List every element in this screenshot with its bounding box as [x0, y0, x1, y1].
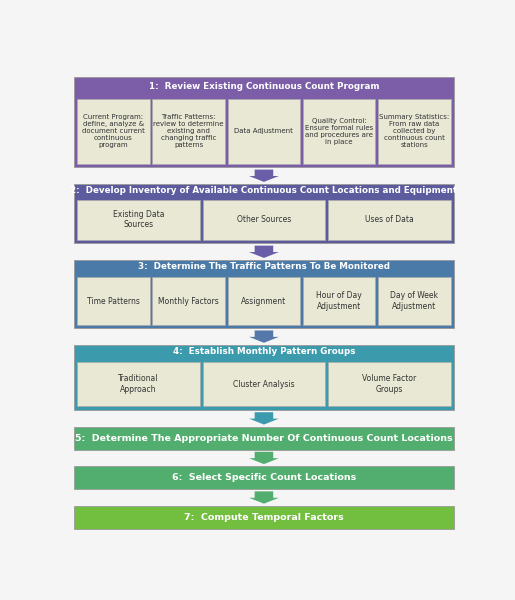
Text: Cluster Analysis: Cluster Analysis — [233, 380, 295, 389]
FancyBboxPatch shape — [378, 99, 451, 164]
FancyBboxPatch shape — [77, 362, 200, 406]
Text: 5:  Determine The Appropriate Number Of Continuous Count Locations: 5: Determine The Appropriate Number Of C… — [75, 434, 453, 443]
Text: 1:  Review Existing Continuous Count Program: 1: Review Existing Continuous Count Prog… — [149, 82, 379, 91]
Polygon shape — [249, 452, 279, 464]
Text: 3:  Determine The Traffic Patterns To Be Monitored: 3: Determine The Traffic Patterns To Be … — [138, 262, 390, 271]
Text: Other Sources: Other Sources — [237, 215, 291, 224]
FancyBboxPatch shape — [74, 466, 454, 489]
Polygon shape — [249, 412, 279, 425]
Text: Traffic Patterns:
review to determine
existing and
changing traffic
patterns: Traffic Patterns: review to determine ex… — [153, 115, 224, 148]
FancyBboxPatch shape — [152, 277, 225, 325]
FancyBboxPatch shape — [77, 99, 150, 164]
FancyBboxPatch shape — [77, 277, 150, 325]
Text: Existing Data
Sources: Existing Data Sources — [113, 210, 164, 229]
Polygon shape — [249, 491, 279, 503]
FancyBboxPatch shape — [74, 345, 454, 410]
Text: Monthly Factors: Monthly Factors — [158, 296, 219, 305]
Text: 4:  Establish Monthly Pattern Groups: 4: Establish Monthly Pattern Groups — [173, 347, 355, 356]
Text: Day of Week
Adjustment: Day of Week Adjustment — [390, 292, 438, 311]
FancyBboxPatch shape — [74, 506, 454, 529]
Text: 2:  Develop Inventory of Available Continuous Count Locations and Equipment: 2: Develop Inventory of Available Contin… — [71, 185, 457, 194]
Polygon shape — [249, 170, 279, 182]
Polygon shape — [249, 245, 279, 258]
FancyBboxPatch shape — [74, 77, 454, 167]
FancyBboxPatch shape — [328, 200, 451, 240]
Text: Hour of Day
Adjustment: Hour of Day Adjustment — [316, 292, 362, 311]
Text: Quality Control:
Ensure formal rules
and procedures are
in place: Quality Control: Ensure formal rules and… — [305, 118, 373, 145]
FancyBboxPatch shape — [77, 200, 200, 240]
FancyBboxPatch shape — [303, 99, 375, 164]
Text: Traditional
Approach: Traditional Approach — [118, 374, 159, 394]
FancyBboxPatch shape — [202, 200, 325, 240]
Text: 6:  Select Specific Count Locations: 6: Select Specific Count Locations — [172, 473, 356, 482]
FancyBboxPatch shape — [152, 99, 225, 164]
Text: Data Adjustment: Data Adjustment — [234, 128, 294, 134]
Text: Time Patterns: Time Patterns — [87, 296, 140, 305]
Text: Volume Factor
Groups: Volume Factor Groups — [362, 374, 417, 394]
FancyBboxPatch shape — [202, 362, 325, 406]
Text: Uses of Data: Uses of Data — [365, 215, 414, 224]
Text: Current Program:
define, analyze &
document current
continuous
program: Current Program: define, analyze & docum… — [82, 115, 145, 148]
Text: Summary Statistics:
From raw data
collected by
continuous count
stations: Summary Statistics: From raw data collec… — [380, 115, 450, 148]
FancyBboxPatch shape — [228, 99, 300, 164]
FancyBboxPatch shape — [74, 260, 454, 328]
FancyBboxPatch shape — [378, 277, 451, 325]
Text: Assignment: Assignment — [242, 296, 286, 305]
FancyBboxPatch shape — [74, 184, 454, 244]
FancyBboxPatch shape — [328, 362, 451, 406]
FancyBboxPatch shape — [228, 277, 300, 325]
Text: 7:  Compute Temporal Factors: 7: Compute Temporal Factors — [184, 513, 344, 522]
FancyBboxPatch shape — [74, 427, 454, 449]
FancyBboxPatch shape — [303, 277, 375, 325]
Polygon shape — [249, 331, 279, 343]
